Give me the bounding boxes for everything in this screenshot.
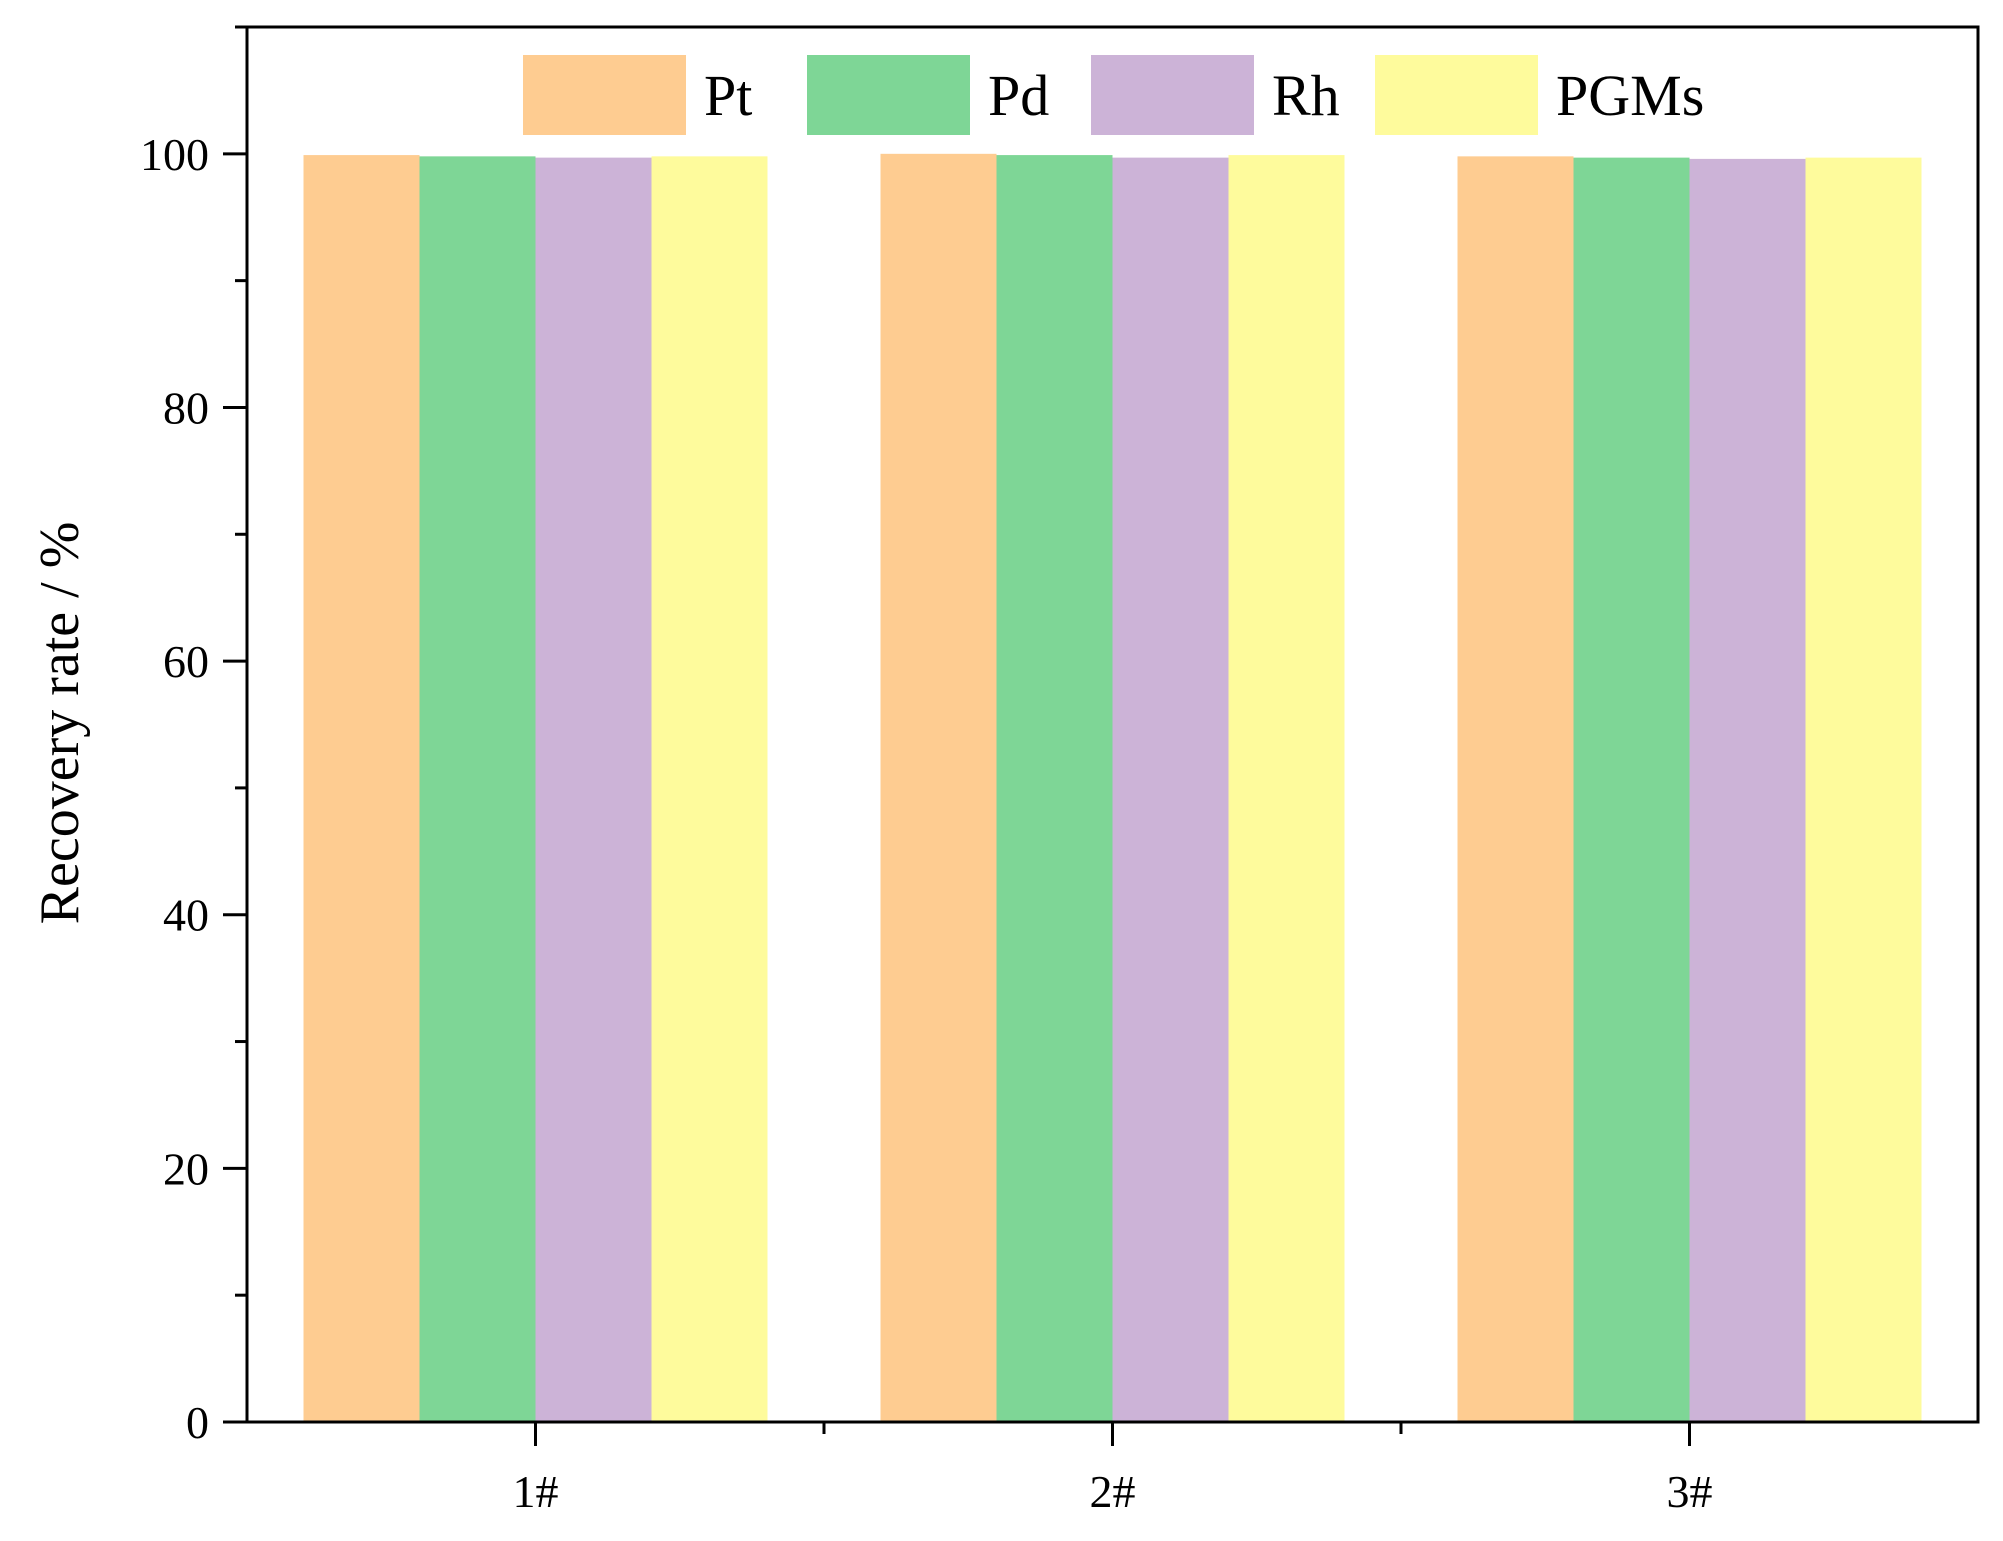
y-axis-label: Recovery rate / % [29, 522, 91, 925]
legend-swatch-pd [807, 55, 970, 135]
y-tick-label-20: 20 [163, 1143, 209, 1194]
bar-pd-2 [996, 155, 1113, 1422]
bar-pt-3 [1457, 156, 1574, 1423]
bar-pd-1 [419, 156, 536, 1423]
legend-swatch-pt [523, 55, 686, 135]
legend-label-pd: Pd [988, 63, 1049, 128]
y-tick-label-40: 40 [163, 890, 209, 941]
legend: Pt Pd Rh PGMs [523, 55, 1704, 135]
legend-label-pt: Pt [704, 63, 752, 128]
y-tick-label-0: 0 [186, 1397, 209, 1448]
bar-rh-3 [1689, 158, 1806, 1423]
axes-group: 0 20 40 60 80 100 1# 2# 3# [140, 25, 1980, 1517]
y-tick-label-100: 100 [140, 129, 209, 180]
bar-rh-2 [1112, 157, 1229, 1423]
legend-swatch-pgms [1375, 55, 1538, 135]
bars-group [303, 153, 1922, 1423]
x-tick-label-1: 1# [513, 1466, 559, 1517]
legend-label-pgms: PGMs [1556, 63, 1704, 128]
y-tick-label-80: 80 [163, 382, 209, 433]
bar-pd-3 [1573, 157, 1690, 1423]
bar-pt-2 [880, 153, 997, 1423]
legend-label-rh: Rh [1272, 63, 1340, 128]
bar-pt-1 [303, 155, 420, 1422]
legend-swatch-rh [1091, 55, 1254, 135]
bar-pgms-1 [651, 156, 768, 1423]
x-tick-label-2: 2# [1090, 1466, 1136, 1517]
bar-pgms-2 [1228, 155, 1345, 1422]
bar-rh-1 [535, 157, 652, 1423]
y-tick-label-60: 60 [163, 636, 209, 687]
x-tick-label-3: 3# [1667, 1466, 1713, 1517]
bar-pgms-3 [1805, 157, 1922, 1423]
